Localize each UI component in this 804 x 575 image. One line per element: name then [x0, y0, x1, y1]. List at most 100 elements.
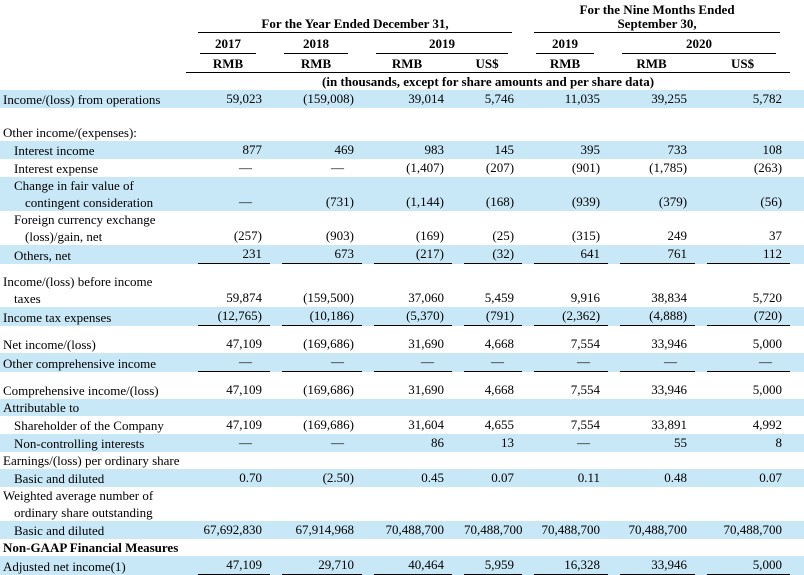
row-label: Interest income — [0, 141, 186, 159]
value: 0.07 — [759, 470, 783, 485]
table-row: Income/(loss) from operations 59,023 (159,… — [0, 90, 804, 108]
value: 31,604 — [408, 417, 444, 432]
value-cell: (939) — [522, 177, 608, 211]
right-margin-cell — [790, 399, 804, 416]
table-row: Other income/(expenses): — [0, 124, 804, 141]
nil-dash: — — [239, 160, 252, 175]
value: (939) — [571, 194, 601, 209]
row-label-line: Basic and diluted — [14, 471, 105, 486]
value-cell: 47,109 — [186, 335, 270, 353]
value-cell — [186, 124, 270, 141]
value: (169,686) — [303, 336, 354, 351]
currency-header-2: RMB — [270, 54, 362, 73]
right-margin-cell — [790, 452, 804, 469]
value-cell: 5,782 — [695, 90, 790, 108]
value-cell: (1,144) — [362, 177, 452, 211]
value: 108 — [762, 142, 783, 157]
row-label: Interest expense — [0, 159, 186, 177]
spacer-cell — [0, 372, 804, 381]
currency-header-7: US$ — [695, 54, 791, 73]
value-cell: 5,000 — [695, 381, 790, 399]
value: 469 — [334, 142, 355, 157]
value-cell: (169,686) — [270, 416, 362, 434]
value: 4,992 — [752, 417, 783, 432]
value: 13 — [501, 435, 515, 450]
value: 31,690 — [408, 382, 444, 397]
value-cell: (25) — [452, 211, 522, 245]
value-cell: — — [522, 434, 608, 452]
value: 70,488,700 — [723, 522, 783, 537]
value: 395 — [580, 142, 601, 157]
table-row: Weighted average number of ordinary share… — [0, 487, 804, 521]
row-label: Non-controlling interests — [0, 434, 186, 452]
row-label: Basic and diluted — [0, 469, 186, 487]
value-cell — [452, 487, 522, 521]
table-row: Non-controlling interests — — 86 13 — 55 8 — [0, 434, 804, 452]
value-cell: (159,500) — [270, 273, 362, 307]
value-cell: (903) — [270, 211, 362, 245]
value: 249 — [667, 228, 688, 243]
units-note-row: (in thousands, except for share amounts … — [0, 73, 804, 91]
row-label: Change in fair value of contingent consid… — [0, 177, 186, 211]
value: 33,946 — [651, 382, 688, 397]
row-label-line: Adjusted net income(1) — [3, 559, 126, 574]
year-ended-group-label: For the Year Ended December 31, — [261, 16, 449, 31]
nil-dash: — — [198, 353, 270, 372]
value: (315) — [571, 228, 601, 243]
right-margin-cell — [790, 307, 804, 326]
row-label-line: Change in fair value of — [14, 178, 134, 193]
value-cell: 7,554 — [522, 381, 608, 399]
right-margin-cell — [790, 487, 804, 521]
value-cell: (12,765) — [186, 307, 270, 326]
value-cell: 67,914,968 — [270, 521, 362, 539]
value: 70,488,700 — [385, 522, 445, 537]
value: 37,060 — [408, 290, 444, 305]
value-cell — [522, 452, 608, 469]
value-cell: 47,109 — [186, 416, 270, 434]
table-row: Basic and diluted 67,692,830 67,914,968 70,… — [0, 521, 804, 539]
value-cell: 13 — [452, 434, 522, 452]
value: 761 — [620, 245, 696, 264]
value-cell: (379) — [608, 177, 695, 211]
label-column-header — [0, 3, 186, 33]
value-cell: 108 — [695, 141, 790, 159]
value-cell: 761 — [608, 245, 696, 264]
value: 11,035 — [564, 91, 601, 106]
value-cell: (5,370) — [362, 307, 452, 326]
value: (2,362) — [534, 307, 609, 326]
right-margin-cell — [790, 353, 804, 372]
value-cell: 37 — [695, 211, 790, 245]
row-label: Other comprehensive income — [0, 353, 186, 372]
value: 5,746 — [484, 91, 515, 106]
value: 877 — [242, 142, 263, 157]
value: 145 — [494, 142, 515, 157]
value-cell: 5,720 — [695, 273, 790, 307]
table-row: Interest income 877 469 983 145 395 733 108 — [0, 141, 804, 159]
currency-header-1: RMB — [186, 54, 270, 73]
value: (217) — [374, 245, 452, 264]
value: (12,765) — [198, 307, 270, 326]
row-label: Income tax expenses — [0, 307, 186, 326]
value-cell: 47,109 — [186, 556, 270, 575]
value: 47,109 — [198, 556, 270, 575]
year-header-2019: 2019 — [362, 33, 522, 54]
value: 7,554 — [570, 382, 601, 397]
row-label-line: Foreign currency exchange — [14, 212, 156, 227]
spacer-cell — [0, 108, 804, 124]
value-cell: 4,668 — [452, 381, 522, 399]
right-margin-cell — [790, 539, 804, 556]
right-margin-cell — [790, 521, 804, 539]
value-cell: 5,000 — [695, 556, 791, 575]
value: (1,407) — [406, 160, 444, 175]
value-cell — [186, 452, 270, 469]
nil-dash: — — [464, 353, 523, 372]
value: (25) — [492, 228, 515, 243]
value-cell: 7,554 — [522, 335, 608, 353]
right-margin-cell — [790, 124, 804, 141]
table-row: Attributable to — [0, 399, 804, 416]
value: 67,692,830 — [203, 522, 263, 537]
value-cell: (10,186) — [270, 307, 362, 326]
value-cell: 5,746 — [452, 90, 522, 108]
value-cell: 5,459 — [452, 273, 522, 307]
value-cell — [695, 487, 790, 521]
